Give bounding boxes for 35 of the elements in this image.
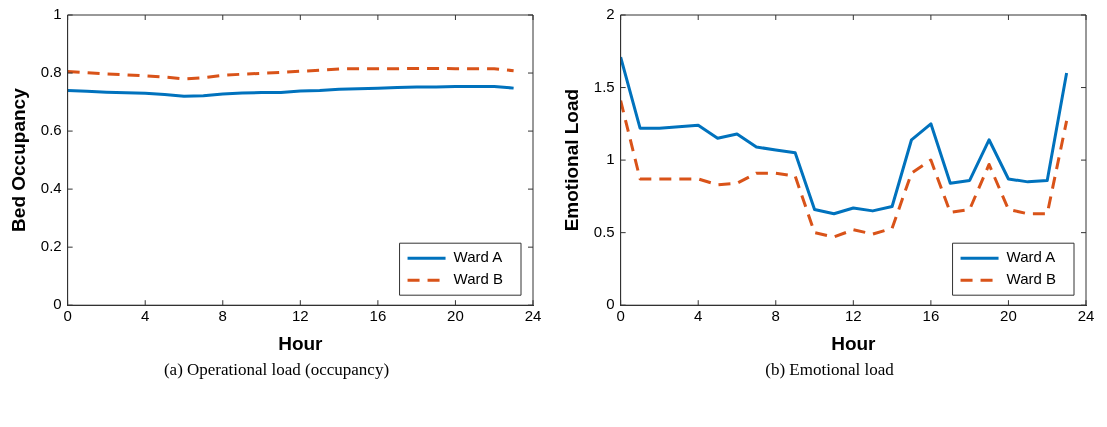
legend-label: Ward A (1006, 248, 1056, 266)
x-tick-label: 12 (291, 307, 309, 325)
x-tick-label: 8 (218, 307, 227, 325)
y-tick-label: 1 (606, 150, 615, 168)
y-axis-title: Bed Occupancy (7, 87, 29, 232)
line-series (620, 99, 1069, 239)
legend-label: Ward A (453, 248, 503, 266)
x-tick-label: 24 (524, 307, 542, 325)
y-tick-label: 0 (53, 295, 62, 313)
y-axis-title: Emotional Load (560, 88, 582, 232)
y-tick-label: 1.5 (593, 77, 615, 95)
y-tick-label: 2 (606, 5, 615, 23)
x-tick-label: 8 (771, 307, 780, 325)
text: (a) Operational load (occupancy) (162, 360, 391, 380)
x-axis-title: Hour (831, 332, 877, 354)
y-tick-label: 0.5 (593, 222, 615, 240)
x-tick-label: 16 (369, 307, 387, 325)
x-tick-label: 4 (694, 307, 703, 325)
y-tick-label: 0.6 (40, 121, 62, 139)
y-tick-label: 0.4 (40, 179, 62, 197)
legend-label: Ward B (1006, 270, 1056, 288)
x-tick-label: 20 (1000, 307, 1017, 325)
y-tick-label: 0 (606, 295, 615, 313)
line-series (67, 66, 516, 81)
x-tick-label: 24 (1077, 307, 1095, 325)
x-tick-label: 20 (447, 307, 464, 325)
x-tick-label: 4 (141, 307, 150, 325)
text: (b) Emotional load (764, 360, 895, 380)
y-tick-label: 0.8 (40, 63, 62, 81)
y-tick-label: 1 (53, 5, 62, 23)
x-axis-title: Hour (278, 332, 324, 354)
legend-label: Ward B (453, 270, 503, 288)
x-tick-label: 16 (922, 307, 940, 325)
x-tick-label: 12 (844, 307, 862, 325)
y-tick-label: 0.2 (40, 237, 62, 255)
